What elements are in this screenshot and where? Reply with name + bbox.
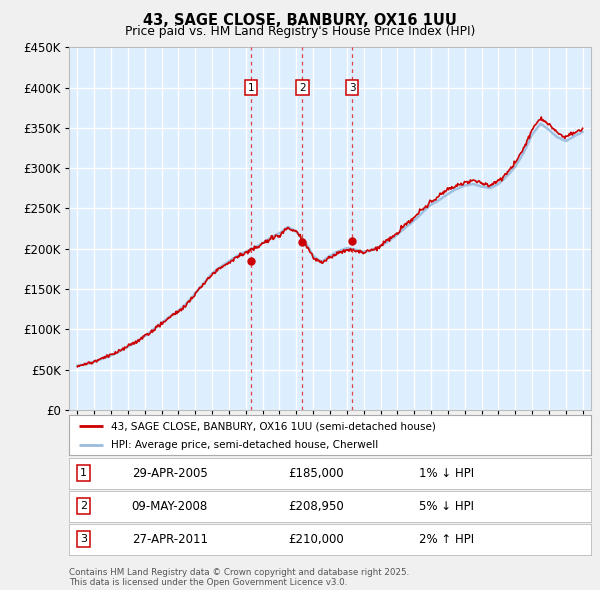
Text: 1% ↓ HPI: 1% ↓ HPI (419, 467, 474, 480)
Text: 1: 1 (248, 83, 254, 93)
Text: 2: 2 (299, 83, 305, 93)
Text: £210,000: £210,000 (288, 533, 344, 546)
Text: 2: 2 (80, 502, 87, 511)
Text: 5% ↓ HPI: 5% ↓ HPI (419, 500, 474, 513)
Text: £208,950: £208,950 (288, 500, 344, 513)
Text: 2% ↑ HPI: 2% ↑ HPI (419, 533, 474, 546)
Text: 1: 1 (80, 468, 87, 478)
Text: 27-APR-2011: 27-APR-2011 (131, 533, 208, 546)
Text: 09-MAY-2008: 09-MAY-2008 (131, 500, 208, 513)
Text: 3: 3 (80, 535, 87, 544)
Text: 29-APR-2005: 29-APR-2005 (131, 467, 208, 480)
Text: HPI: Average price, semi-detached house, Cherwell: HPI: Average price, semi-detached house,… (111, 440, 378, 450)
Text: 43, SAGE CLOSE, BANBURY, OX16 1UU (semi-detached house): 43, SAGE CLOSE, BANBURY, OX16 1UU (semi-… (111, 421, 436, 431)
Text: 3: 3 (349, 83, 356, 93)
Text: £185,000: £185,000 (288, 467, 344, 480)
Text: 43, SAGE CLOSE, BANBURY, OX16 1UU: 43, SAGE CLOSE, BANBURY, OX16 1UU (143, 13, 457, 28)
Text: Contains HM Land Registry data © Crown copyright and database right 2025.
This d: Contains HM Land Registry data © Crown c… (69, 568, 409, 587)
Text: Price paid vs. HM Land Registry's House Price Index (HPI): Price paid vs. HM Land Registry's House … (125, 25, 475, 38)
